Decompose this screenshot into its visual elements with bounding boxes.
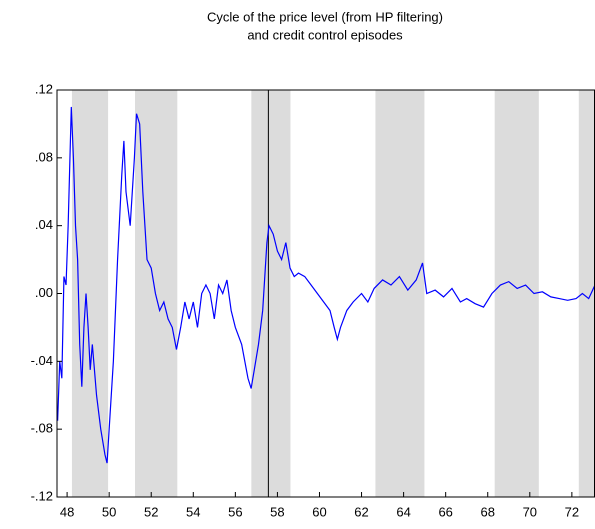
y-tick-label: .04 — [35, 217, 53, 232]
y-tick-label: -.08 — [31, 421, 53, 436]
shaded-episode — [494, 90, 539, 497]
x-tick-label: 56 — [228, 504, 242, 519]
x-tick-label: 50 — [102, 504, 116, 519]
x-tick-label: 58 — [270, 504, 284, 519]
x-tick-label: 64 — [396, 504, 410, 519]
x-tick-label: 62 — [354, 504, 368, 519]
y-tick-label: -.04 — [31, 353, 53, 368]
x-tick-label: 68 — [481, 504, 495, 519]
y-tick-label: -.12 — [31, 488, 53, 503]
shaded-episode — [251, 90, 291, 497]
shaded-episode — [578, 90, 595, 497]
chart-title: and credit control episodes — [247, 27, 403, 42]
plot-area — [57, 90, 595, 497]
x-tick-label: 70 — [523, 504, 537, 519]
shaded-episode — [135, 90, 178, 497]
x-tick-label: 48 — [60, 504, 74, 519]
y-tick-label: .12 — [35, 81, 53, 96]
data-line — [57, 106, 595, 464]
x-tick-label: 60 — [312, 504, 326, 519]
x-tick-label: 54 — [186, 504, 200, 519]
y-tick-label: .08 — [35, 149, 53, 164]
chart-title: Cycle of the price level (from HP filter… — [207, 9, 443, 24]
shaded-episode — [375, 90, 425, 497]
x-tick-label: 52 — [144, 504, 158, 519]
x-tick-label: 72 — [565, 504, 579, 519]
shaded-episode — [71, 90, 109, 497]
x-tick-label: 66 — [438, 504, 452, 519]
y-tick-label: .00 — [35, 285, 53, 300]
